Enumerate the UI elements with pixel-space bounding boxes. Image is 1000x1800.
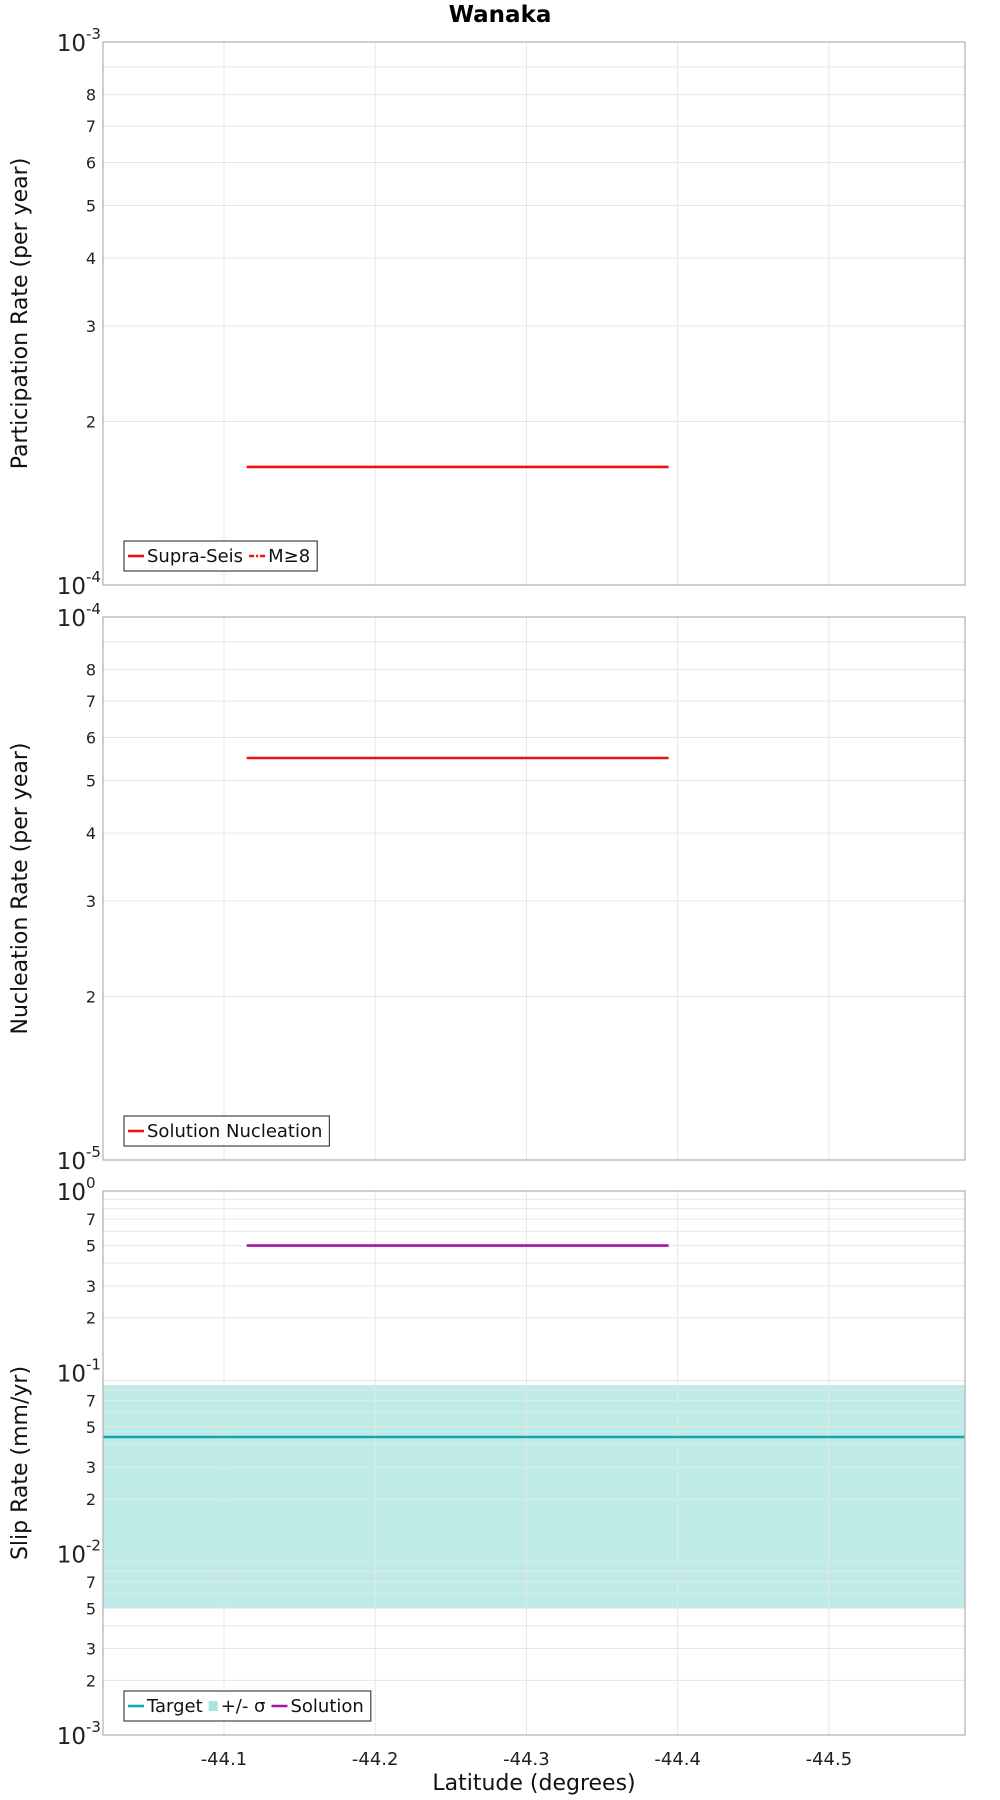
y-tick-label: 2 [86,988,96,1007]
y-major-base: 10 [57,1724,86,1750]
y-major-tick-label: 10 -4 [57,568,101,600]
y-major-base: 10 [57,1180,86,1206]
y-tick-label: 7 [86,1573,96,1592]
legend-label: Solution [290,1696,363,1717]
y-tick-label: 2 [86,1309,96,1328]
y-major-exp: -3 [86,25,101,43]
legend-box [123,540,318,572]
y-major-exp: -4 [86,600,101,618]
legend-swatch [208,1701,218,1711]
y-major-base: 10 [57,574,86,600]
sigma-band [103,1385,965,1609]
y-tick-label: 3 [86,1639,96,1658]
plot-frame [102,41,966,586]
legend: Supra-Seis M≥8 [123,540,318,572]
legend-label: M≥8 [268,546,310,567]
y-tick-label: 5 [86,1418,96,1437]
y-major-tick-label: 10 -3 [57,1718,101,1750]
legend-box [123,1115,330,1147]
y-axis-label: Nucleation Rate (per year) [8,743,33,1035]
y-major-tick-label: 10 -3 [57,25,101,57]
y-tick-label: 6 [86,728,96,747]
y-tick-label: 2 [86,1671,96,1690]
y-major-tick-label: 10 0 [57,1174,96,1206]
x-tick-label: -44.4 [654,1749,701,1770]
legend: Target +/- σ Solution [123,1690,372,1722]
chart-title: Wanaka [449,2,552,28]
y-major-exp: -4 [86,568,101,586]
x-tick-label: -44.5 [806,1749,853,1770]
y-major-tick-label: 10 -1 [57,1355,101,1387]
y-tick-label: 7 [86,1391,96,1410]
legend-label: +/- σ [221,1696,266,1717]
y-tick-label: 4 [86,824,96,843]
y-tick-label: 8 [86,661,96,680]
y-major-base: 10 [57,1543,86,1569]
x-tick-label: -44.3 [503,1749,550,1770]
legend-label: Supra-Seis [147,546,243,567]
y-major-exp: -1 [86,1355,101,1373]
y-major-tick-label: 10 -2 [57,1537,101,1569]
y-tick-label: 3 [86,1458,96,1477]
plot-area [103,617,965,1160]
y-major-base: 10 [57,1149,86,1175]
plot-area [103,42,965,585]
legend: Solution Nucleation [123,1115,330,1147]
y-major-exp: -2 [86,1537,101,1555]
y-tick-label: 3 [86,1277,96,1296]
plot-frame [102,1190,966,1736]
y-tick-label: 7 [86,692,96,711]
y-major-exp: 0 [86,1174,96,1192]
y-axis-label: Participation Rate (per year) [8,158,33,470]
y-major-exp: -3 [86,1718,101,1736]
y-tick-label: 7 [86,117,96,136]
x-tick-label: -44.2 [352,1749,399,1770]
y-tick-label: 2 [86,1490,96,1509]
y-tick-label: 3 [86,317,96,336]
y-axis-label: Slip Rate (mm/yr) [8,1366,33,1560]
plot-frame [102,616,966,1161]
x-axis-label: Latitude (degrees) [432,1771,635,1796]
y-tick-label: 5 [86,771,96,790]
y-major-tick-label: 10 -4 [57,600,101,632]
legend-label: Solution Nucleation [147,1121,322,1142]
y-major-base: 10 [57,1361,86,1387]
legend-box [123,1690,372,1722]
y-tick-label: 5 [86,1237,96,1256]
y-tick-label: 2 [86,413,96,432]
y-tick-label: 5 [86,1599,96,1618]
y-tick-label: 3 [86,892,96,911]
y-tick-label: 7 [86,1210,96,1229]
x-tick-label: -44.1 [201,1749,248,1770]
y-tick-label: 8 [86,86,96,105]
y-tick-label: 4 [86,249,96,268]
y-tick-label: 5 [86,196,96,215]
y-major-exp: -5 [86,1143,101,1161]
legend-label: Target [146,1696,203,1717]
y-major-tick-label: 10 -5 [57,1143,101,1175]
y-major-base: 10 [57,606,86,632]
y-tick-label: 6 [86,153,96,172]
y-major-base: 10 [57,31,86,57]
